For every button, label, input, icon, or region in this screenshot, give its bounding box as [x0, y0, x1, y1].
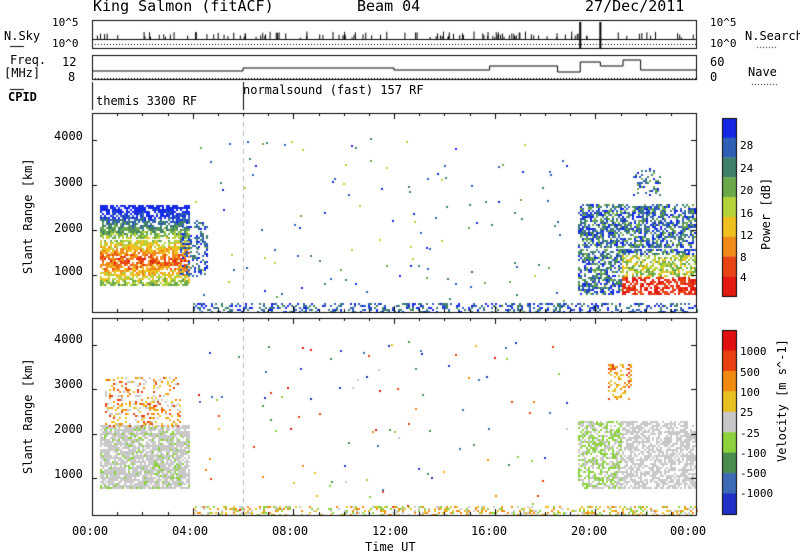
- velocity-cb-1000: 1000: [740, 345, 767, 358]
- freq-tick-12: 12: [62, 55, 77, 69]
- cpid-program-2: normalsound (fast) 157 RF: [243, 83, 424, 97]
- xtick-1200: 12:00: [372, 524, 409, 538]
- cpid-program-1: themis 3300 RF: [96, 94, 198, 108]
- sky-tick-top-right: 10^5: [710, 16, 737, 29]
- velocity-cb-500: 500: [740, 366, 760, 379]
- power-ytick-1000: 1000: [54, 264, 83, 278]
- velocity-ytick-1000: 1000: [54, 467, 83, 481]
- velocity-ytick-3000: 3000: [54, 377, 83, 391]
- power-cb-8: 8: [740, 251, 747, 264]
- velocity-cb-minus100: -100: [740, 447, 767, 460]
- xtick-0800: 08:00: [272, 524, 309, 538]
- sky-tick-top-left: 10^5: [52, 16, 79, 29]
- power-cb-4: 4: [740, 271, 747, 284]
- xtick-2400: 00:00: [670, 524, 707, 538]
- power-ytick-3000: 3000: [54, 175, 83, 189]
- velocity-cb-label: Velocity [m s^-1]: [775, 339, 789, 462]
- chart-title-beam: Beam 04: [357, 0, 421, 15]
- cpid-label: CPID: [8, 90, 37, 104]
- nsky-label: N.Sky: [4, 29, 41, 43]
- freq-label: Freq.: [10, 53, 47, 67]
- power-cb-28: 28: [740, 139, 754, 152]
- sky-tick-bottom-left: 10^0: [52, 37, 79, 50]
- xtick-2000: 20:00: [571, 524, 608, 538]
- power-ylabel: Slant Range [km]: [21, 158, 35, 274]
- power-cb-16: 16: [740, 207, 754, 220]
- nave-label: Nave: [748, 65, 777, 79]
- velocity-cb-minus500: -500: [740, 467, 767, 480]
- chart-title-station: King Salmon (fitACF): [93, 0, 274, 15]
- nsearch-label: N.Search: [745, 29, 800, 43]
- freq-unit-label: [MHz]: [4, 66, 41, 80]
- velocity-cb-25: 25: [740, 406, 754, 419]
- power-ytick-4000: 4000: [54, 129, 83, 143]
- velocity-ylabel: Slant Range [km]: [21, 358, 35, 474]
- power-cb-12: 12: [740, 229, 754, 242]
- power-cb-label: Power [dB]: [759, 177, 773, 250]
- xaxis-label: Time UT: [365, 540, 416, 554]
- power-ytick-2000: 2000: [54, 221, 83, 235]
- sky-tick-bottom-right: 10^0: [710, 37, 737, 50]
- xtick-1600: 16:00: [471, 524, 508, 538]
- velocity-cb-100: 100: [740, 386, 760, 399]
- nave-tick-0: 0: [710, 70, 718, 84]
- velocity-ytick-2000: 2000: [54, 422, 83, 436]
- nave-tick-60: 60: [710, 55, 725, 69]
- velocity-cb-minus1000: -1000: [740, 487, 774, 500]
- velocity-ytick-4000: 4000: [54, 332, 83, 346]
- power-cb-20: 20: [740, 184, 754, 197]
- chart-title-date: 27/Dec/2011: [585, 0, 685, 15]
- freq-tick-8: 8: [68, 70, 76, 84]
- xtick-0400: 04:00: [172, 524, 209, 538]
- power-cb-24: 24: [740, 162, 754, 175]
- xtick-0000: 00:00: [72, 524, 109, 538]
- velocity-cb-minus25: -25: [740, 427, 760, 440]
